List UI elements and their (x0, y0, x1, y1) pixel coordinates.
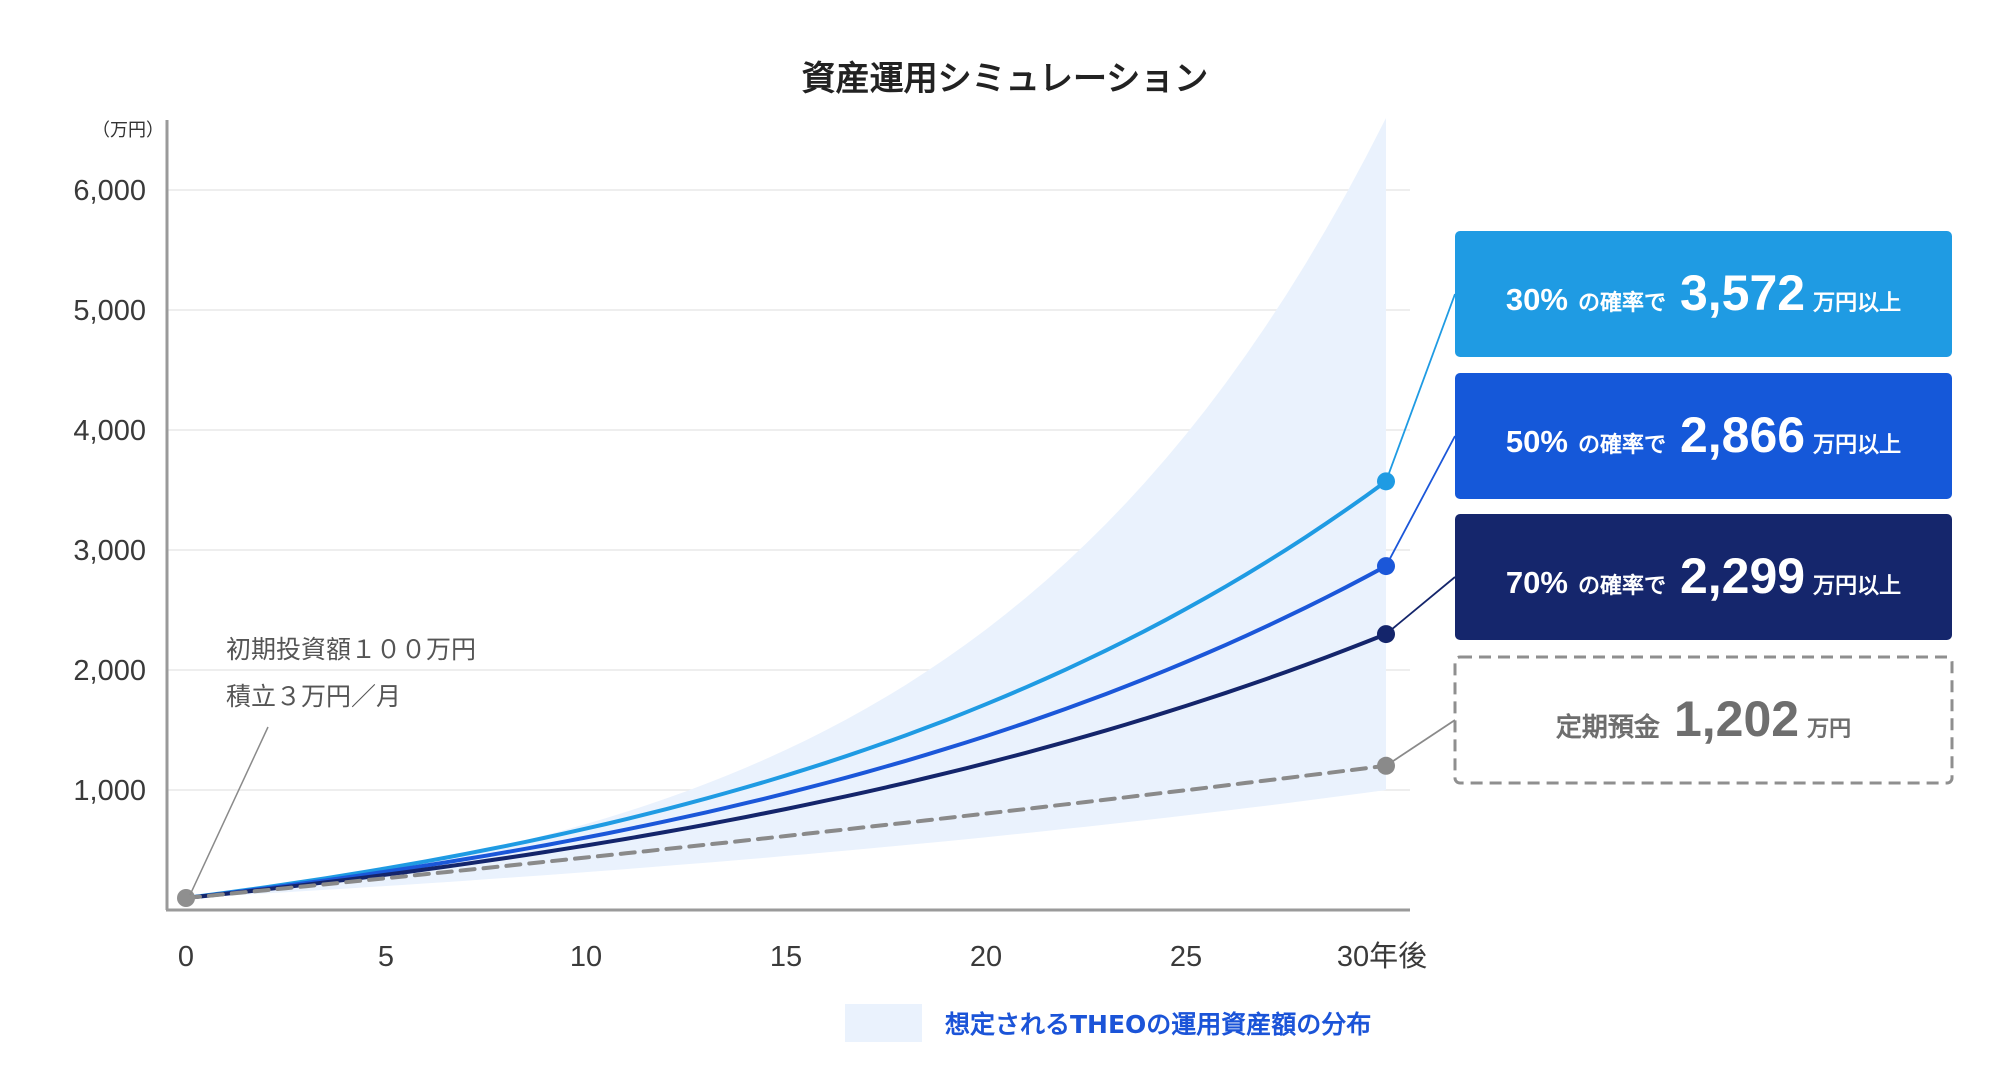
y-tick-label: 3,000 (73, 535, 146, 567)
box-value: 2,866 (1680, 407, 1805, 463)
box-unit: 万円 (1806, 717, 1851, 742)
series-end-point-1 (1377, 472, 1395, 491)
box-probability: 定期預金 (1556, 712, 1661, 743)
connector-line-1 (1385, 293, 1456, 482)
probability-box-1: 30% の確率で 3,572 万円以上 (1455, 231, 1952, 357)
note-pointer-line (189, 726, 269, 896)
probability-box-2: 50% の確率で 2,866 万円以上 (1455, 373, 1952, 499)
distribution-band (186, 118, 1386, 898)
y-tick-label: 1,000 (73, 775, 146, 807)
box-probability: 50% (1506, 424, 1568, 459)
box-probability: 70% (1506, 565, 1568, 600)
x-tick-label: 15 (770, 941, 802, 973)
y-tick-label: 2,000 (73, 655, 146, 687)
note-line-2: 積立３万円／月 (226, 682, 401, 711)
chart-title: 資産運用シミュレーション (802, 59, 1209, 99)
series-line-1 (184, 479, 1388, 900)
note-line-1: 初期投資額１００万円 (226, 635, 476, 664)
probability-box-bg (1455, 373, 1952, 499)
series-end-point-3 (1377, 625, 1395, 644)
connector-line-3 (1385, 576, 1456, 635)
probability-box-bg (1453, 655, 1954, 785)
probability-boxes: 30% の確率で 3,572 万円以上 50% の確率で 2,866 万円以上 70% の確率で 2… (1453, 231, 1954, 785)
series-lines (184, 479, 1388, 900)
series-end-point-2 (1377, 557, 1395, 576)
legend-swatch (845, 1004, 922, 1042)
box-unit: 万円以上 (1812, 291, 1901, 316)
box-value: 1,202 (1674, 691, 1799, 747)
series-end-point-4 (1377, 756, 1395, 775)
series-line-4 (184, 763, 1388, 900)
y-tick-labels: 1,000 2,000 3,000 4,000 5,000 6,000 (73, 175, 146, 807)
x-tick-label: 0 (178, 941, 194, 973)
box-probability: 30% (1506, 282, 1568, 317)
y-tick-label: 6,000 (73, 175, 146, 207)
x-tick-label: 20 (970, 941, 1002, 973)
y-tick-label: 5,000 (73, 295, 146, 327)
box-value: 3,572 (1680, 265, 1805, 321)
box-mid-label: の確率で (1578, 290, 1666, 316)
y-axis-unit: （万円） (92, 120, 164, 141)
x-tick-labels: 0 5 10 15 20 25 30年後 (178, 940, 1427, 973)
box-mid-label: の確率で (1578, 573, 1666, 599)
connector-line-4 (1385, 719, 1456, 767)
series-line-2 (184, 564, 1388, 900)
series-line-3 (184, 632, 1388, 900)
probability-box-text: 70% の確率で 2,299 万円以上 (1506, 548, 1901, 604)
connector-line-2 (1385, 435, 1456, 567)
x-tick-label: 30年後 (1337, 940, 1427, 973)
probability-box-4: 定期預金 1,202 万円 (1453, 655, 1954, 785)
x-tick-label: 10 (570, 941, 602, 973)
y-tick-label: 4,000 (73, 415, 146, 447)
probability-box-bg (1455, 514, 1952, 640)
box-unit: 万円以上 (1812, 574, 1901, 599)
probability-box-text: 定期預金 1,202 万円 (1556, 691, 1851, 747)
box-value: 2,299 (1680, 548, 1805, 604)
connector-lines (1385, 293, 1456, 767)
x-tick-label: 25 (1170, 941, 1202, 973)
series-end-points (1377, 472, 1395, 775)
box-mid-label: の確率で (1578, 432, 1666, 458)
x-tick-label: 5 (378, 941, 394, 973)
probability-box-text: 30% の確率で 3,572 万円以上 (1506, 265, 1901, 321)
legend-label: 想定されるTHEOの運用資産額の分布 (945, 1010, 1371, 1039)
probability-box-bg (1455, 231, 1952, 357)
box-unit: 万円以上 (1812, 433, 1901, 458)
probability-box-text: 50% の確率で 2,866 万円以上 (1506, 407, 1901, 463)
probability-box-3: 70% の確率で 2,299 万円以上 (1455, 514, 1952, 640)
